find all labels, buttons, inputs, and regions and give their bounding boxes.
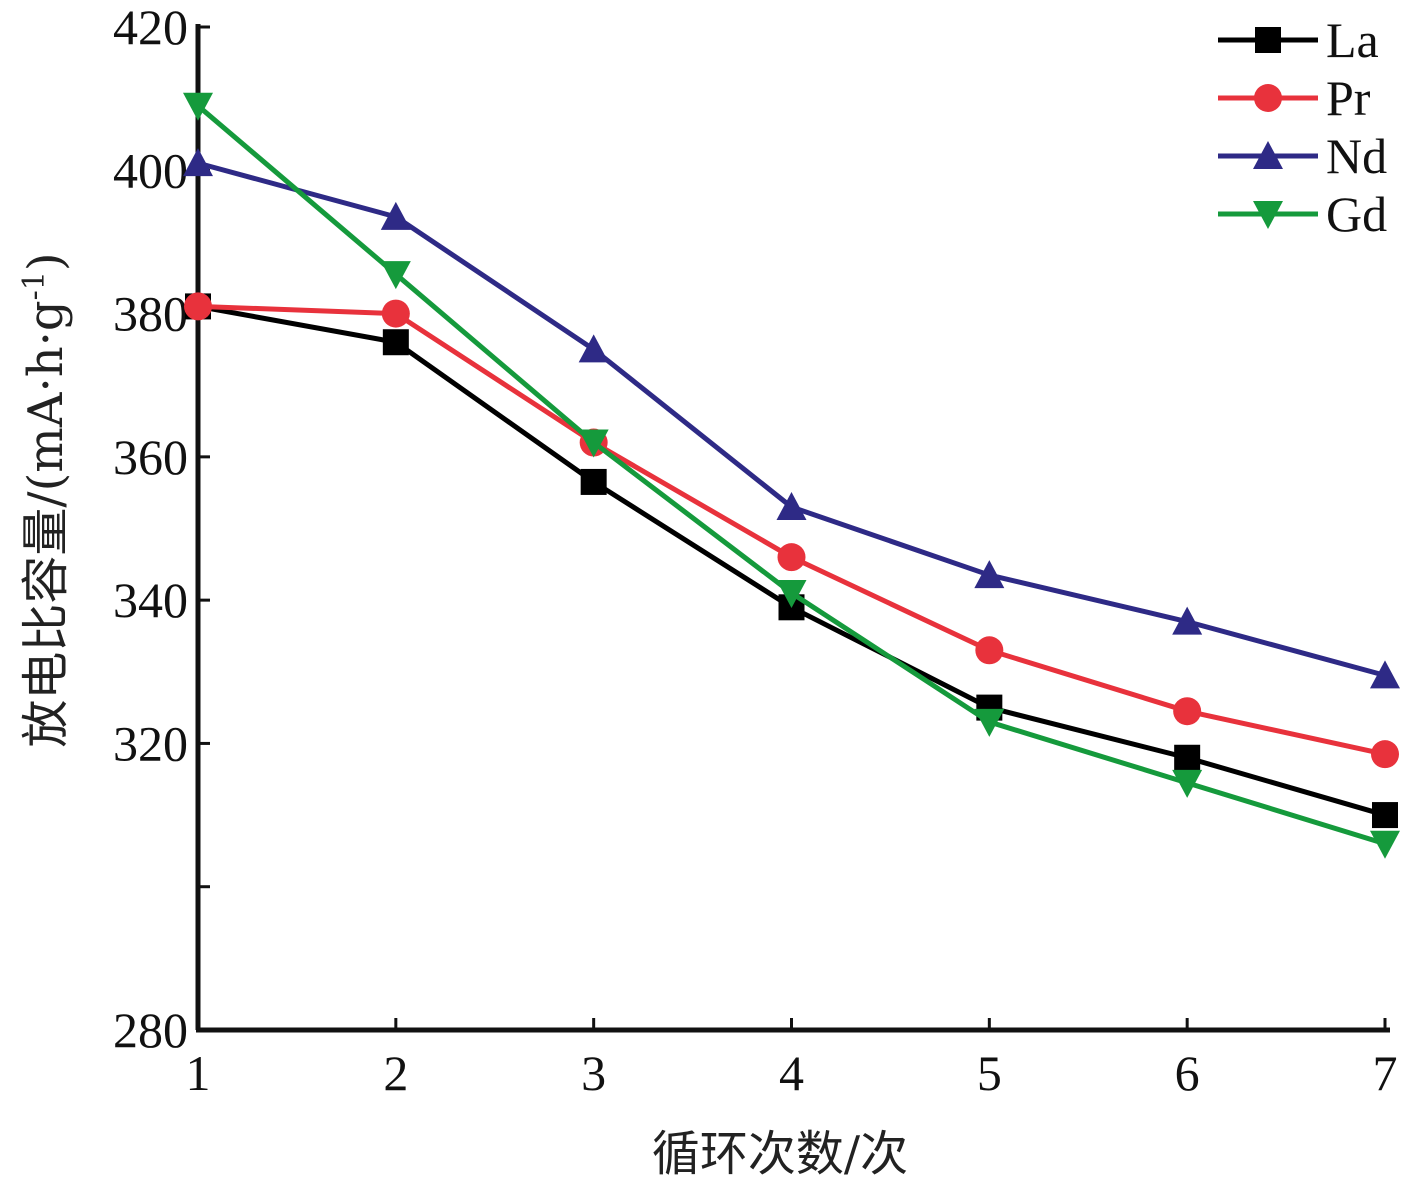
data-point-nd	[380, 201, 411, 230]
y-tick-label: 380	[113, 286, 188, 342]
legend-marker-pr	[1254, 84, 1282, 112]
data-point-gd	[1370, 830, 1400, 859]
legend-label-la: La	[1326, 12, 1379, 68]
ticks: 280 320 340 360 380 400 420 1 2 3 4 5 6 7	[113, 0, 1398, 1101]
data-point-pr	[975, 636, 1004, 665]
legend-marker-nd	[1253, 141, 1283, 169]
data-point-pr	[1371, 740, 1399, 769]
legend-marker-la	[1255, 27, 1281, 53]
y-tick-label: 320	[113, 715, 188, 771]
data-point-nd	[1172, 606, 1203, 635]
legend-label-gd: Gd	[1326, 186, 1387, 242]
axes	[195, 24, 1390, 1033]
legend-label-nd: Nd	[1326, 128, 1387, 184]
x-tick-label: 6	[1175, 1045, 1200, 1101]
x-tick-label: 4	[779, 1045, 804, 1101]
data-point-nd	[578, 334, 609, 363]
y-axis-title-main: 放电比容量/(mA·h·g	[18, 300, 74, 747]
y-tick-label: 340	[113, 572, 188, 628]
data-point-gd	[974, 708, 1005, 737]
series-nd	[183, 148, 1400, 689]
x-tick-label: 5	[977, 1045, 1002, 1101]
data-point-nd	[183, 148, 213, 177]
x-tick-label: 1	[186, 1045, 211, 1101]
legend-item-la: La	[1218, 12, 1379, 68]
data-point-pr	[381, 299, 410, 328]
legend-label-pr: Pr	[1326, 70, 1371, 126]
series-gd	[183, 92, 1400, 859]
data-point-pr	[777, 543, 806, 572]
y-tick-label: 360	[113, 429, 188, 485]
series-layer	[183, 92, 1400, 859]
y-tick-label: 400	[113, 142, 188, 198]
legend-marker-gd	[1253, 201, 1283, 229]
data-point-la	[1372, 802, 1398, 829]
y-axis-title-sup: -1	[17, 271, 52, 300]
series-line-gd	[196, 103, 1386, 847]
x-tick-label: 2	[383, 1045, 408, 1101]
legend-item-pr: Pr	[1218, 70, 1371, 126]
y-tick-label: 280	[113, 1002, 188, 1058]
data-point-gd	[1172, 769, 1203, 798]
data-point-gd	[380, 261, 411, 290]
data-point-nd	[974, 560, 1005, 589]
data-point-nd	[776, 492, 807, 521]
data-point-nd	[1370, 660, 1400, 689]
data-point-pr	[1173, 697, 1202, 726]
data-point-la	[1174, 744, 1201, 771]
data-point-gd	[578, 429, 609, 458]
series-line-pr	[197, 303, 1386, 757]
x-tick-label: 3	[581, 1045, 606, 1101]
legend-item-gd: Gd	[1218, 186, 1387, 242]
y-axis-title: 放电比容量/(mA·h·g-1)	[17, 252, 74, 747]
y-axis-title-close: )	[18, 252, 74, 271]
data-point-gd	[776, 579, 807, 608]
x-axis-title: 循环次数/次	[652, 1126, 908, 1181]
data-point-la	[580, 468, 607, 495]
x-tick-label: 7	[1373, 1045, 1398, 1101]
data-point-la	[382, 329, 409, 356]
y-tick-label: 420	[113, 0, 188, 55]
data-point-pr	[184, 292, 212, 321]
data-point-gd	[183, 92, 213, 121]
legend-item-nd: Nd	[1218, 128, 1387, 184]
series-pr	[184, 292, 1399, 769]
